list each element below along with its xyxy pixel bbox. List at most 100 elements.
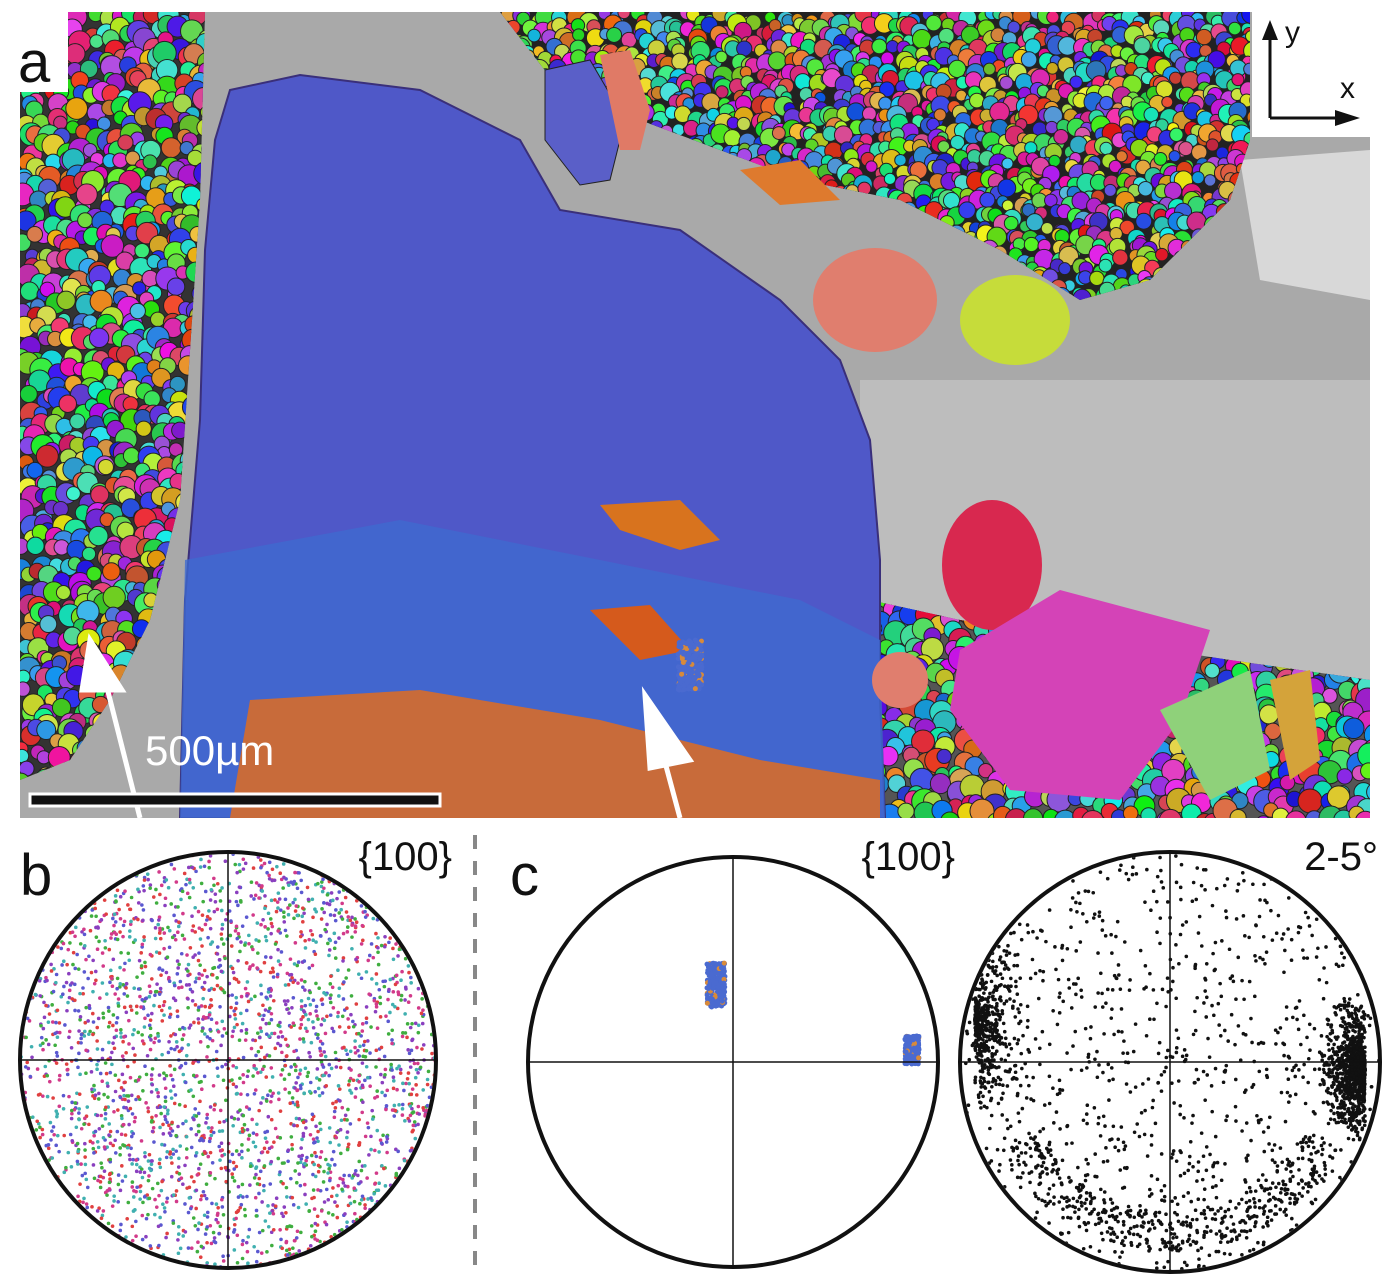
decoration — [141, 918, 145, 923]
decoration — [170, 1120, 174, 1125]
decoration — [327, 948, 332, 952]
decoration — [140, 971, 145, 975]
decoration — [340, 1105, 345, 1110]
decoration — [374, 1048, 379, 1053]
decoration — [1135, 212, 1153, 230]
decoration — [206, 1154, 211, 1159]
decoration — [41, 1026, 46, 1031]
decoration — [1080, 809, 1105, 818]
decoration — [958, 201, 976, 219]
decoration — [305, 1074, 310, 1079]
decoration — [44, 1003, 48, 1008]
decoration — [1255, 815, 1272, 818]
decoration — [188, 880, 192, 885]
decoration — [144, 1101, 148, 1105]
decoration — [1205, 138, 1220, 152]
decoration — [269, 1094, 274, 1098]
decoration — [1360, 762, 1370, 780]
decoration — [337, 1143, 341, 1147]
decoration — [306, 1017, 311, 1022]
decoration — [247, 1133, 252, 1138]
decoration — [81, 546, 97, 562]
decoration — [160, 968, 165, 972]
decoration — [388, 1010, 392, 1015]
decoration — [421, 1106, 425, 1110]
decoration — [234, 1084, 239, 1089]
decoration — [129, 1008, 134, 1012]
decoration — [295, 886, 300, 891]
decoration — [39, 615, 58, 634]
decoration — [158, 892, 162, 897]
decoration — [103, 946, 108, 950]
decoration — [412, 1061, 417, 1066]
decoration — [45, 978, 49, 983]
decoration — [1098, 258, 1113, 273]
decoration — [353, 924, 358, 928]
decoration — [1046, 12, 1060, 24]
decoration — [400, 1034, 405, 1039]
decoration — [110, 1204, 115, 1208]
decoration — [253, 1144, 258, 1149]
decoration — [295, 1100, 300, 1104]
decoration — [258, 858, 263, 862]
decoration — [133, 938, 137, 942]
decoration — [385, 1088, 390, 1093]
decoration — [196, 1111, 201, 1116]
decoration — [348, 1122, 353, 1126]
decoration — [383, 979, 388, 983]
decoration — [281, 886, 285, 890]
decoration — [197, 1005, 201, 1010]
decoration — [177, 986, 181, 990]
decoration — [167, 928, 172, 933]
decoration — [220, 1034, 225, 1038]
decoration — [237, 862, 242, 867]
decoration — [1168, 71, 1183, 85]
decoration — [87, 954, 91, 959]
decoration — [331, 1186, 335, 1190]
decoration — [193, 1003, 198, 1007]
decoration — [345, 925, 350, 929]
decoration — [232, 1167, 237, 1171]
decoration — [276, 891, 281, 895]
decoration — [406, 1000, 411, 1005]
decoration — [189, 1145, 194, 1150]
decoration — [295, 1229, 300, 1234]
decoration — [103, 1061, 108, 1065]
decoration — [50, 1020, 55, 1024]
decoration — [1243, 62, 1250, 76]
decoration — [286, 883, 291, 887]
decoration — [220, 922, 225, 927]
decoration — [174, 1040, 179, 1044]
decoration — [334, 1065, 339, 1069]
decoration — [180, 1037, 185, 1042]
decoration — [274, 1196, 279, 1201]
decoration — [180, 985, 184, 990]
decoration — [169, 1096, 174, 1100]
decoration — [119, 1031, 123, 1035]
decoration — [345, 1130, 350, 1134]
decoration — [295, 1123, 300, 1128]
decoration — [189, 1246, 194, 1251]
decoration — [204, 1121, 208, 1125]
decoration — [402, 1088, 406, 1093]
decoration — [193, 905, 197, 910]
decoration — [41, 1041, 45, 1046]
decoration — [90, 1011, 95, 1016]
decoration — [300, 1153, 305, 1158]
decoration — [299, 978, 304, 982]
decoration — [318, 1121, 322, 1126]
decoration — [298, 1072, 302, 1076]
decoration — [1053, 129, 1069, 145]
decoration — [391, 946, 395, 951]
decoration — [132, 1189, 136, 1193]
decoration — [364, 1016, 369, 1021]
decoration — [315, 1214, 320, 1219]
decoration — [297, 1116, 302, 1121]
decoration — [50, 1129, 54, 1133]
decoration — [129, 895, 134, 900]
decoration — [131, 1157, 135, 1162]
decoration — [91, 1163, 96, 1167]
decoration — [244, 915, 249, 919]
decoration — [170, 935, 175, 940]
decoration — [168, 1126, 173, 1131]
